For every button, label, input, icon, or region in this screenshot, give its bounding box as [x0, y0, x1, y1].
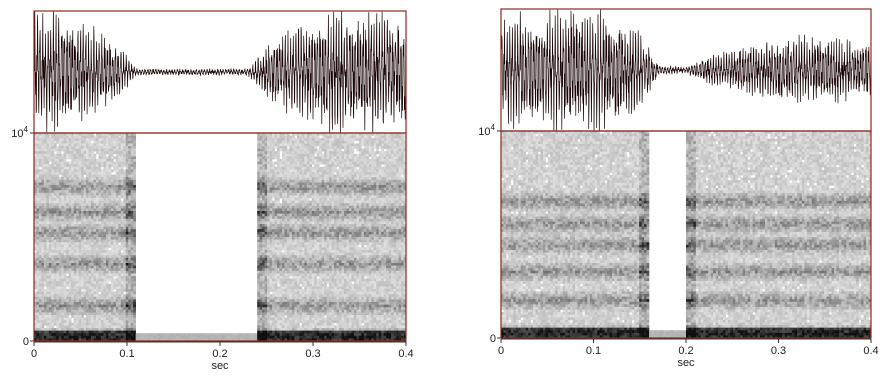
y-top-label: 104	[478, 123, 495, 138]
y-top-label: 104	[11, 125, 28, 140]
x-tick-label: 0.1	[586, 345, 601, 357]
x-tick-label: 0.1	[119, 348, 134, 360]
waveform-right	[501, 9, 871, 131]
x-tick-label: 0.2	[678, 345, 693, 357]
y-bottom-label: 0	[490, 333, 496, 345]
x-tick-label: 0	[498, 345, 504, 357]
x-tick-label: 0.4	[863, 345, 878, 357]
x-tick-label: 0.2	[212, 348, 227, 360]
spectrogram-frame-left	[33, 132, 407, 342]
spectrogram-frame-right	[500, 130, 872, 339]
x-axis-label: sec	[677, 357, 695, 369]
x-tick-label: 0	[31, 348, 37, 360]
x-axis-label: sec	[211, 360, 229, 372]
x-tick-label: 0.3	[305, 348, 320, 360]
spectrogram-right	[501, 131, 872, 339]
x-tick-label: 0.3	[771, 345, 786, 357]
waveform-left	[34, 11, 406, 133]
panel-right: 0 0.1 0.2 0.3 0.4 sec 104 0	[478, 8, 879, 369]
y-bottom-label: 0	[23, 336, 29, 348]
spectrogram-left	[34, 133, 407, 342]
panel-left: 0 0.1 0.2 0.3 0.4 sec 104 0	[11, 10, 414, 372]
x-tick-label: 0.4	[398, 348, 413, 360]
